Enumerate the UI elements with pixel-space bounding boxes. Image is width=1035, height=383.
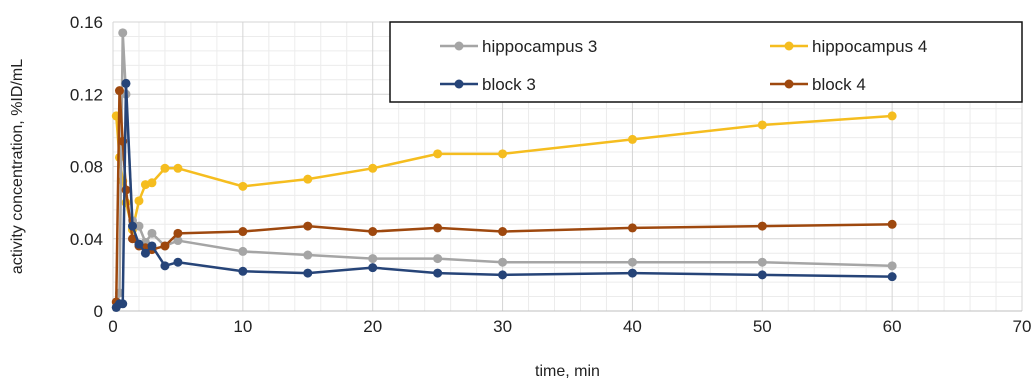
series-point xyxy=(238,181,248,191)
y-tick-label: 0.16 xyxy=(70,13,103,32)
series-point xyxy=(627,223,637,233)
y-tick-label: 0.08 xyxy=(70,158,103,177)
x-tick-label: 40 xyxy=(623,317,642,336)
series-point xyxy=(238,246,248,256)
series-point xyxy=(757,270,767,280)
series-point xyxy=(368,263,378,273)
series-point xyxy=(238,266,248,276)
series-point xyxy=(887,111,897,121)
series-point xyxy=(303,174,313,184)
legend-swatch-marker xyxy=(454,79,464,89)
series-point xyxy=(173,257,183,267)
axes: 0 10 20 30 40 50 60 70 0 0.04 0.08 0.12 0.16 xyxy=(70,13,1032,336)
series-point xyxy=(433,149,443,159)
series-point xyxy=(303,221,313,231)
series-line xyxy=(115,82,893,309)
series-point xyxy=(147,228,157,238)
series-point xyxy=(121,78,131,88)
series-point xyxy=(140,248,150,258)
series-point xyxy=(887,261,897,271)
series-point xyxy=(498,270,508,280)
series-point xyxy=(127,234,137,244)
series-point xyxy=(160,241,170,251)
x-tick-label: 60 xyxy=(883,317,902,336)
legend-box xyxy=(389,21,1023,103)
series-point xyxy=(757,257,767,267)
legend: hippocampus 3 hippocampus 4 block 3 block 4 xyxy=(389,21,1023,103)
series-point xyxy=(627,134,637,144)
series-layer xyxy=(111,28,897,312)
series-point xyxy=(134,196,144,206)
series-point xyxy=(368,163,378,173)
y-tick-label: 0.12 xyxy=(70,85,103,104)
series-point xyxy=(134,239,144,249)
series-point xyxy=(433,254,443,264)
series-point xyxy=(118,299,128,309)
y-tick-label: 0.04 xyxy=(70,230,103,249)
series-point xyxy=(498,227,508,237)
x-tick-label: 10 xyxy=(233,317,252,336)
legend-label: hippocampus 3 xyxy=(482,37,597,56)
x-tick-label: 50 xyxy=(753,317,772,336)
series-point xyxy=(433,268,443,278)
series-point xyxy=(303,250,313,260)
x-tick-label: 20 xyxy=(363,317,382,336)
legend-label: block 4 xyxy=(812,75,866,94)
series-point xyxy=(127,221,137,231)
series-point xyxy=(887,272,897,282)
series-point xyxy=(757,120,767,130)
y-axis-title: activity concentration, %ID/mL xyxy=(9,59,26,274)
x-tick-label: 70 xyxy=(1013,317,1032,336)
legend-swatch-marker xyxy=(784,41,794,51)
series-point xyxy=(433,223,443,233)
series-point xyxy=(173,228,183,238)
series-point xyxy=(121,185,131,195)
x-axis-title: time, min xyxy=(535,363,600,380)
series-point xyxy=(147,241,157,251)
series-point xyxy=(757,221,767,231)
series-point xyxy=(173,163,183,173)
y-tick-label: 0 xyxy=(94,302,103,321)
legend-swatch-marker xyxy=(454,41,464,51)
series-point xyxy=(114,86,124,96)
series-point xyxy=(134,221,144,231)
series-point xyxy=(368,254,378,264)
series-point xyxy=(627,257,637,267)
series-point xyxy=(118,28,128,38)
series-point xyxy=(173,236,183,246)
series-point xyxy=(160,163,170,173)
legend-label: block 3 xyxy=(482,75,536,94)
series-line xyxy=(115,114,893,231)
series-point xyxy=(147,178,157,188)
series-point xyxy=(887,219,897,229)
series-point xyxy=(627,268,637,278)
series-point xyxy=(238,227,248,237)
series-point xyxy=(303,268,313,278)
series-point xyxy=(498,257,508,267)
x-tick-label: 30 xyxy=(493,317,512,336)
legend-swatch-marker xyxy=(784,79,794,89)
series-point xyxy=(368,227,378,237)
series-point xyxy=(160,261,170,271)
series-point xyxy=(498,149,508,159)
legend-label: hippocampus 4 xyxy=(812,37,927,56)
x-tick-label: 0 xyxy=(108,317,117,336)
